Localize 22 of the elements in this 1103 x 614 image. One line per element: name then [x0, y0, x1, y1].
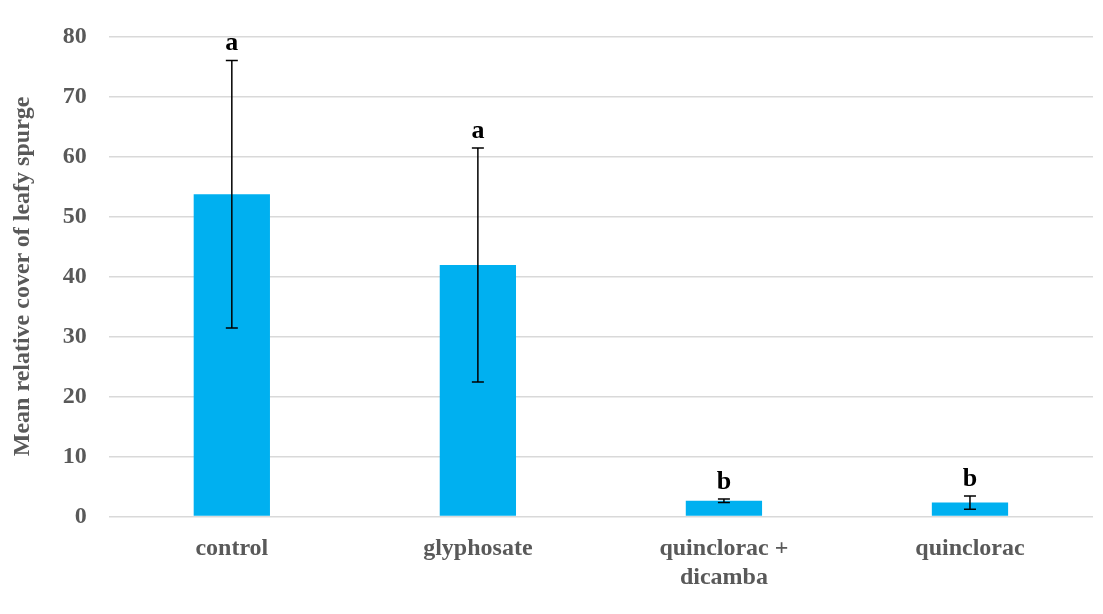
- bar: [685, 500, 763, 516]
- y-tick-label: 80: [62, 21, 87, 48]
- y-tick-label: 50: [62, 201, 87, 228]
- y-axis-title: Mean relative cover of leafy spurge: [7, 96, 34, 457]
- x-tick-label: quinclorac: [915, 534, 1025, 560]
- y-tick-label: 40: [62, 261, 87, 288]
- y-tick-label: 20: [62, 381, 87, 408]
- y-tick-label: 30: [62, 321, 87, 348]
- annotation: b: [716, 465, 732, 495]
- bar: [931, 502, 1009, 516]
- bar: [439, 265, 517, 516]
- annotation: a: [471, 114, 485, 144]
- annotation: a: [225, 27, 239, 57]
- y-tick-label: 10: [62, 441, 87, 468]
- x-tick-label: glyphosate: [423, 534, 533, 560]
- x-tick-label: control: [195, 534, 269, 560]
- y-tick-label: 70: [62, 81, 87, 108]
- y-tick-label: 0: [74, 501, 87, 528]
- bar: [193, 194, 270, 516]
- x-tick-label: quinclorac + dicamba: [659, 534, 789, 589]
- y-tick-label: 60: [62, 141, 87, 168]
- annotation: b: [962, 462, 978, 492]
